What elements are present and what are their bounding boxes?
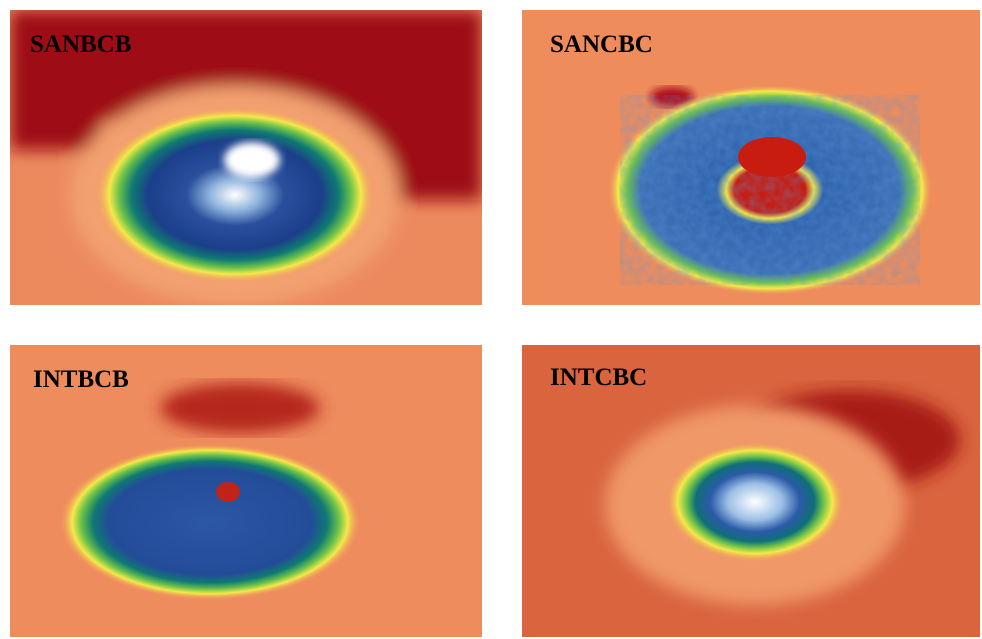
panel-label: SANCBC — [550, 31, 653, 58]
panel-label: INTCBC — [550, 364, 647, 391]
panel-label: INTBCB — [33, 366, 129, 393]
panel-label: SANBCB — [30, 31, 131, 58]
figure: SANBCB SANCBC INTBCB INTCBC — [0, 0, 982, 639]
